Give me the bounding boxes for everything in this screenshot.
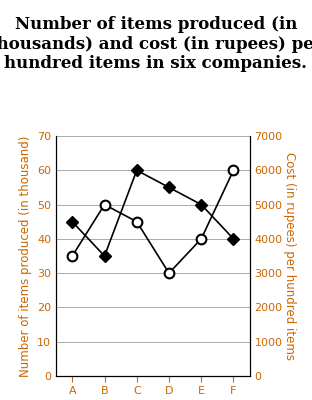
Y-axis label: Number of items produced (in thousand): Number of items produced (in thousand): [19, 135, 32, 377]
Y-axis label: Cost (in rupees) per hundred items: Cost (in rupees) per hundred items: [284, 152, 296, 360]
Text: Number of items produced (in
thousands) and cost (in rupees) per
hundred items i: Number of items produced (in thousands) …: [0, 16, 312, 72]
